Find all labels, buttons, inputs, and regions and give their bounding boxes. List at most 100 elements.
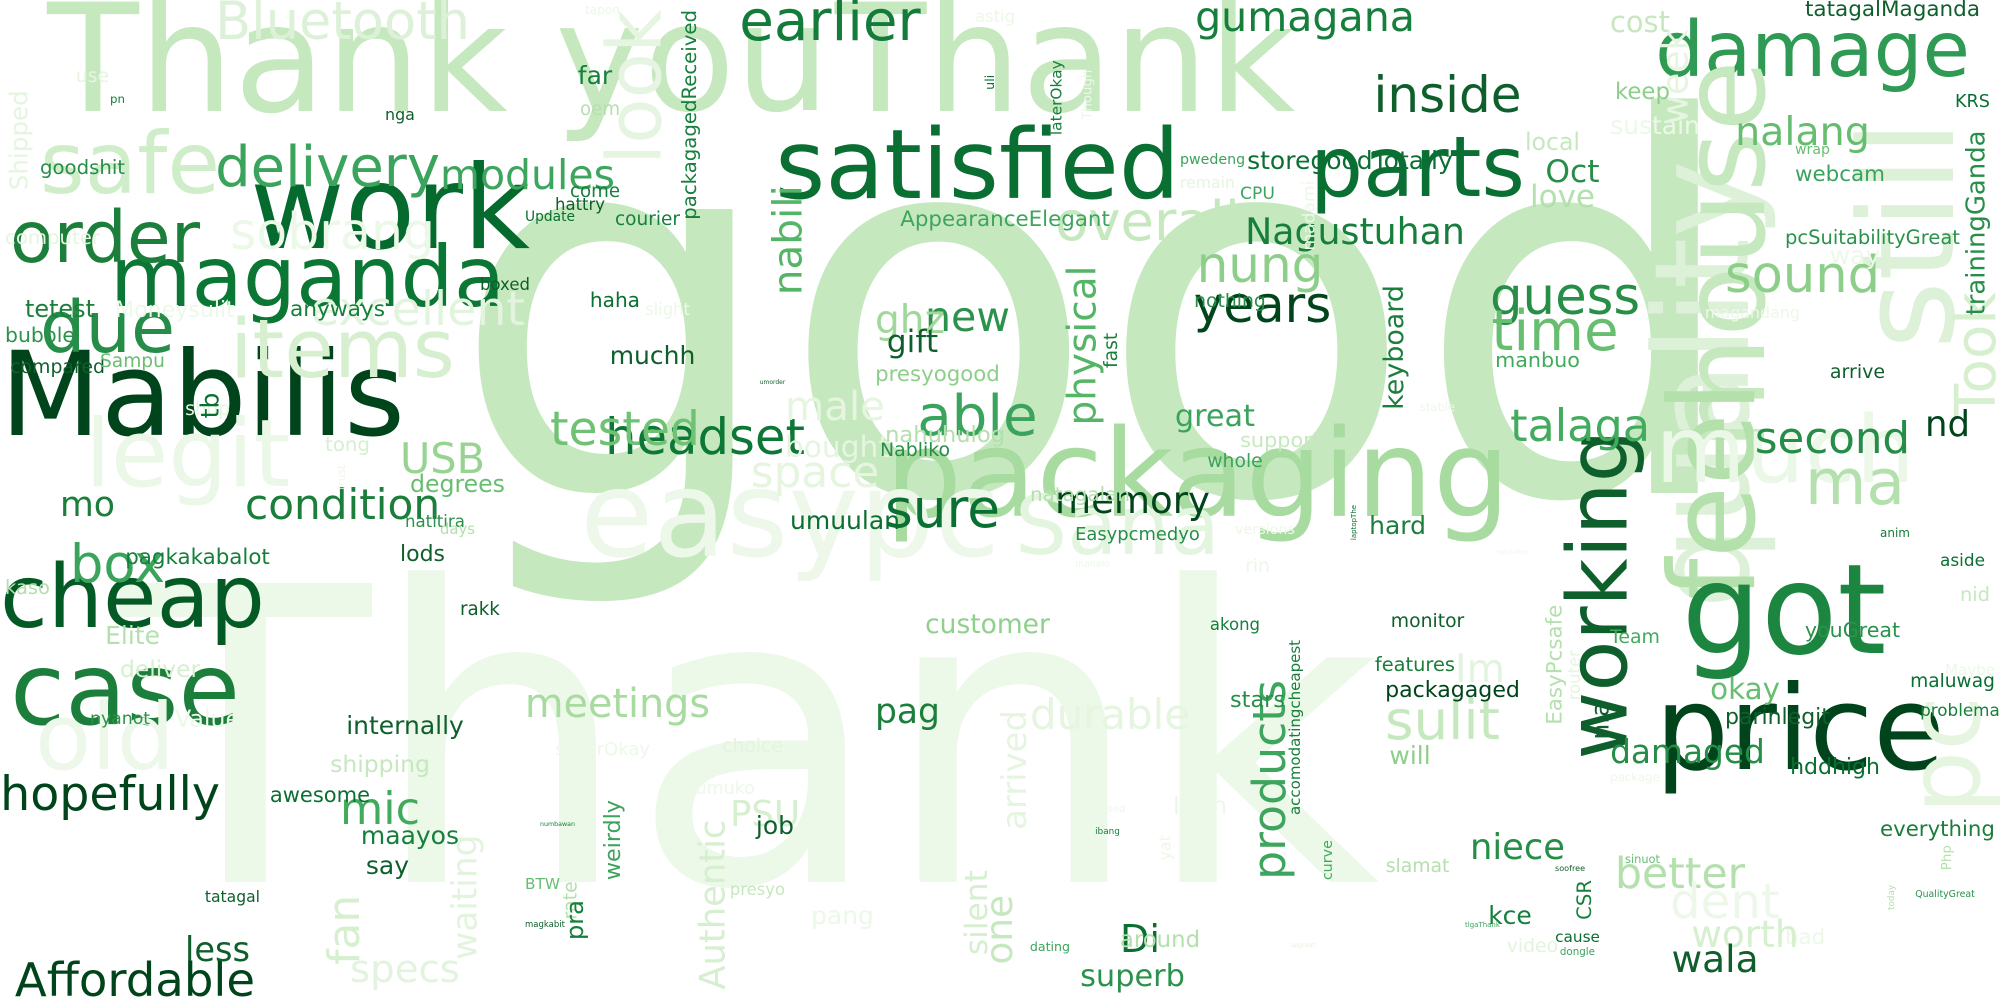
word-local: local — [1525, 127, 1580, 156]
word-physical: physical — [1060, 265, 1106, 425]
word-today: today — [1887, 884, 1898, 910]
word-versions: versions — [1235, 521, 1295, 538]
word-keep: keep — [1615, 79, 1670, 106]
word-able: able — [917, 384, 1038, 450]
word-parinlegit: parinlegit — [1725, 704, 1830, 730]
word-nabili: nabili — [763, 185, 812, 296]
word-hattry: hattry — [555, 194, 606, 214]
word-dating: dating — [1029, 939, 1071, 955]
word-second: second — [1754, 414, 1911, 465]
word-pn: pn — [110, 92, 125, 107]
word-cheap: cheap — [0, 546, 266, 648]
word-update: Update — [525, 208, 575, 225]
word-haha: haha — [589, 288, 640, 312]
word-delivery: delivery — [215, 134, 440, 200]
word-value: Value — [175, 705, 241, 734]
word-satisfied: satisfied — [775, 108, 1180, 221]
word-due: due — [40, 284, 176, 369]
word-deliver: deliver — [120, 655, 201, 684]
word-easypcsafe: EasyPcsafe — [1542, 604, 1568, 726]
word-presyogood: presyogood — [875, 362, 1000, 388]
word-laterokay: laterOkay — [1047, 60, 1066, 135]
word-old: old — [35, 683, 175, 791]
word-di: Di — [1120, 917, 1161, 962]
word-anyways: anyways — [290, 297, 386, 323]
word-reputation: reputation — [1496, 548, 1529, 556]
word-csr: CSR — [1573, 879, 1597, 920]
word-mic: mic — [340, 783, 420, 835]
word-umuulan: umuulan — [790, 505, 900, 535]
word-nd: nd — [1925, 404, 1971, 446]
word-pag: pag — [875, 692, 940, 733]
word-order: order — [9, 195, 201, 279]
word-hopefully: hopefully — [0, 767, 220, 823]
word-ghz: ghz — [875, 297, 945, 343]
word-madami: madami — [1299, 180, 1320, 250]
word-presyo: presyo — [729, 879, 786, 899]
word-rakk: rakk — [460, 598, 500, 620]
word-krs: KRS — [1955, 91, 1990, 112]
word-weirdly: weirdly — [599, 799, 626, 881]
word-uli: uli — [981, 75, 997, 90]
word-maybe: Maybe — [1945, 660, 1996, 679]
word-gift: gift — [886, 323, 939, 360]
word-oem: oem — [580, 98, 621, 120]
word-ipon: Ipon — [1172, 790, 1228, 820]
word-easypc: easypc — [580, 445, 1000, 585]
word-appearanceelegant: AppearanceElegant — [900, 207, 1110, 233]
word-sustain: sustain — [1610, 110, 1700, 140]
word-soofree: soofree — [1555, 862, 1586, 873]
word-case: case — [10, 631, 240, 748]
word-aside: aside — [1940, 549, 1985, 570]
word-webcam: webcam — [1795, 162, 1885, 188]
word-damage: damage — [1655, 4, 1970, 95]
word-hard: hard — [1369, 510, 1426, 540]
word-maganda: maganda — [109, 227, 506, 326]
word-use: use — [75, 66, 110, 88]
word-gumagana: gumagana — [1195, 0, 1415, 41]
word-kce: kce — [1488, 900, 1532, 930]
word-nid: nid — [1960, 583, 1990, 607]
word-far: far — [577, 60, 613, 90]
word-fast: fast — [1101, 332, 1123, 368]
word-earlier: earlier — [739, 0, 921, 55]
word-laptopthe: laptopThe — [1350, 504, 1359, 541]
word-arrive: arrive — [1829, 361, 1886, 383]
word-pwedeng: pwedeng — [1180, 151, 1246, 168]
word-modules: modules — [440, 150, 616, 199]
word-computer: computer — [5, 225, 100, 249]
word-sobrang: sobrang — [230, 202, 436, 262]
word-cpu: CPU — [1240, 184, 1275, 205]
word-numbawan: numbawan — [540, 820, 575, 828]
word-dent: dent — [1670, 874, 1780, 931]
word-silent: silent — [958, 870, 995, 956]
word-storegoodtotally: storegoodTotally — [1247, 145, 1453, 175]
word-stars: stars — [1230, 686, 1286, 713]
word-oct: Oct — [1545, 153, 1600, 190]
word-okay: okay — [1710, 672, 1780, 707]
word-arrived: arrived — [995, 710, 1035, 830]
word-cost: cost — [1610, 5, 1670, 39]
word-niece: niece — [1470, 826, 1566, 868]
word-guess: guess — [1490, 266, 1641, 327]
word-condition: condition — [245, 479, 441, 529]
word-items: items — [230, 302, 455, 397]
word-bad: bad — [1785, 924, 1826, 950]
word-inside: inside — [1373, 66, 1522, 124]
word-nung: nung — [1196, 236, 1324, 294]
word-time: time — [1491, 299, 1619, 365]
word-pang: pang — [811, 900, 874, 930]
word-accomodatingcheapest: accomodatingcheapest — [1285, 639, 1304, 816]
word-parts: parts — [1310, 117, 1525, 216]
word-waiting: waiting — [444, 834, 485, 961]
word-maluwag: maluwag — [1910, 671, 1995, 693]
word-nabliko: Nabliko — [880, 438, 951, 461]
word-come: come — [570, 181, 621, 203]
word-days: days — [440, 520, 475, 538]
word-authentic: Authentic — [691, 820, 733, 990]
word-less: less — [185, 930, 250, 970]
word-will: will — [1389, 740, 1431, 770]
word-nagustuhan: Nagustuhan — [1245, 210, 1465, 254]
word-though: Though — [1079, 70, 1095, 121]
word-packaging: packaging — [885, 403, 1511, 546]
